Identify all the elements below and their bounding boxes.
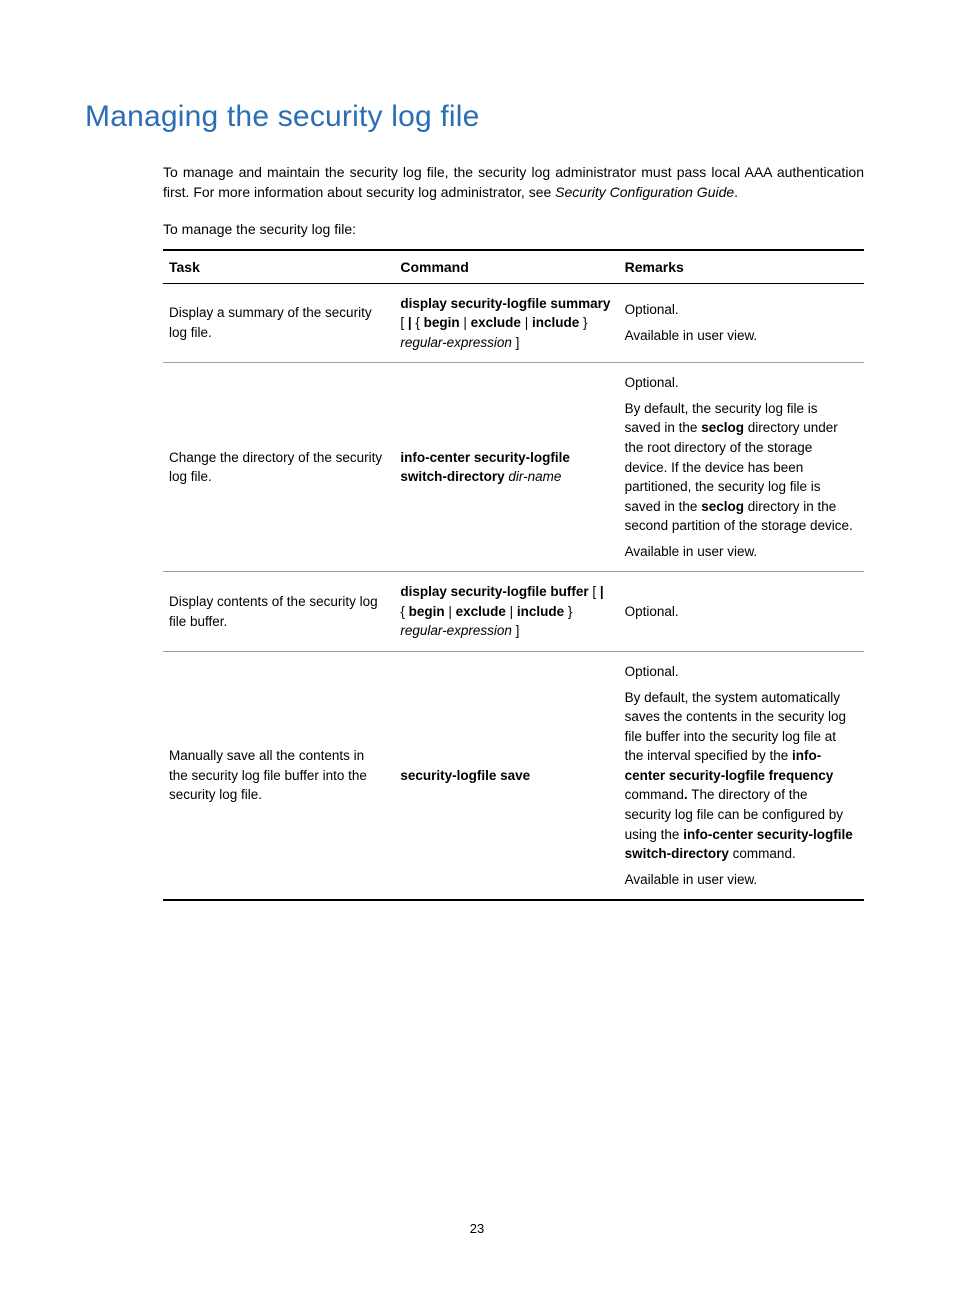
cell-task: Change the directory of the security log… — [163, 363, 394, 572]
page: Managing the security log file To manage… — [0, 0, 954, 1296]
header-task: Task — [163, 250, 394, 284]
table-header-row: Task Command Remarks — [163, 250, 864, 284]
table-row: Display contents of the security log fil… — [163, 572, 864, 652]
cell-remarks: Optional. — [619, 572, 864, 652]
cell-command: display security-logfile buffer [ | { be… — [394, 572, 618, 652]
cell-remarks: Optional.Available in user view. — [619, 283, 864, 363]
page-number: 23 — [0, 1221, 954, 1236]
cell-task: Display contents of the security log fil… — [163, 572, 394, 652]
subintro-paragraph: To manage the security log file: — [163, 221, 864, 237]
table-row: Change the directory of the security log… — [163, 363, 864, 572]
table-row: Display a summary of the security log fi… — [163, 283, 864, 363]
table-row: Manually save all the contents in the se… — [163, 652, 864, 901]
page-title: Managing the security log file — [85, 100, 864, 134]
intro-paragraph: To manage and maintain the security log … — [163, 162, 864, 203]
header-remarks: Remarks — [619, 250, 864, 284]
cell-remarks: Optional.By default, the security log fi… — [619, 363, 864, 572]
cell-command: info-center security-logfile switch-dire… — [394, 363, 618, 572]
header-command: Command — [394, 250, 618, 284]
command-table: Task Command Remarks Display a summary o… — [163, 249, 864, 902]
cell-task: Manually save all the contents in the se… — [163, 652, 394, 901]
cell-remarks: Optional.By default, the system automati… — [619, 652, 864, 901]
body-block: To manage and maintain the security log … — [163, 162, 864, 901]
cell-task: Display a summary of the security log fi… — [163, 283, 394, 363]
cell-command: display security-logfile summary [ | { b… — [394, 283, 618, 363]
cell-command: security-logfile save — [394, 652, 618, 901]
